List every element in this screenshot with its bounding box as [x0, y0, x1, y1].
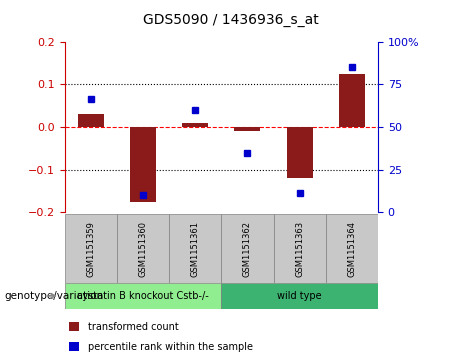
Text: GSM1151363: GSM1151363: [295, 221, 304, 277]
Bar: [326, 214, 378, 283]
Text: cystatin B knockout Cstb-/-: cystatin B knockout Cstb-/-: [77, 291, 209, 301]
Bar: [273, 214, 326, 283]
Bar: [65, 283, 221, 309]
Text: GSM1151364: GSM1151364: [348, 221, 356, 277]
Bar: [65, 214, 117, 283]
Text: percentile rank within the sample: percentile rank within the sample: [88, 342, 253, 352]
Text: genotype/variation: genotype/variation: [5, 291, 104, 301]
Text: wild type: wild type: [278, 291, 322, 301]
Bar: [221, 283, 378, 309]
Bar: [287, 127, 313, 178]
Bar: [339, 74, 365, 127]
Text: GDS5090 / 1436936_s_at: GDS5090 / 1436936_s_at: [142, 13, 319, 27]
Text: GSM1151361: GSM1151361: [191, 221, 200, 277]
Bar: [182, 123, 208, 127]
Bar: [130, 127, 156, 202]
Bar: [117, 214, 169, 283]
Text: GSM1151359: GSM1151359: [86, 221, 95, 277]
Text: GSM1151360: GSM1151360: [138, 221, 148, 277]
Bar: [234, 127, 260, 131]
Bar: [77, 114, 104, 127]
Bar: [169, 214, 221, 283]
Bar: [221, 214, 273, 283]
Text: GSM1151362: GSM1151362: [243, 221, 252, 277]
Text: transformed count: transformed count: [88, 322, 178, 332]
